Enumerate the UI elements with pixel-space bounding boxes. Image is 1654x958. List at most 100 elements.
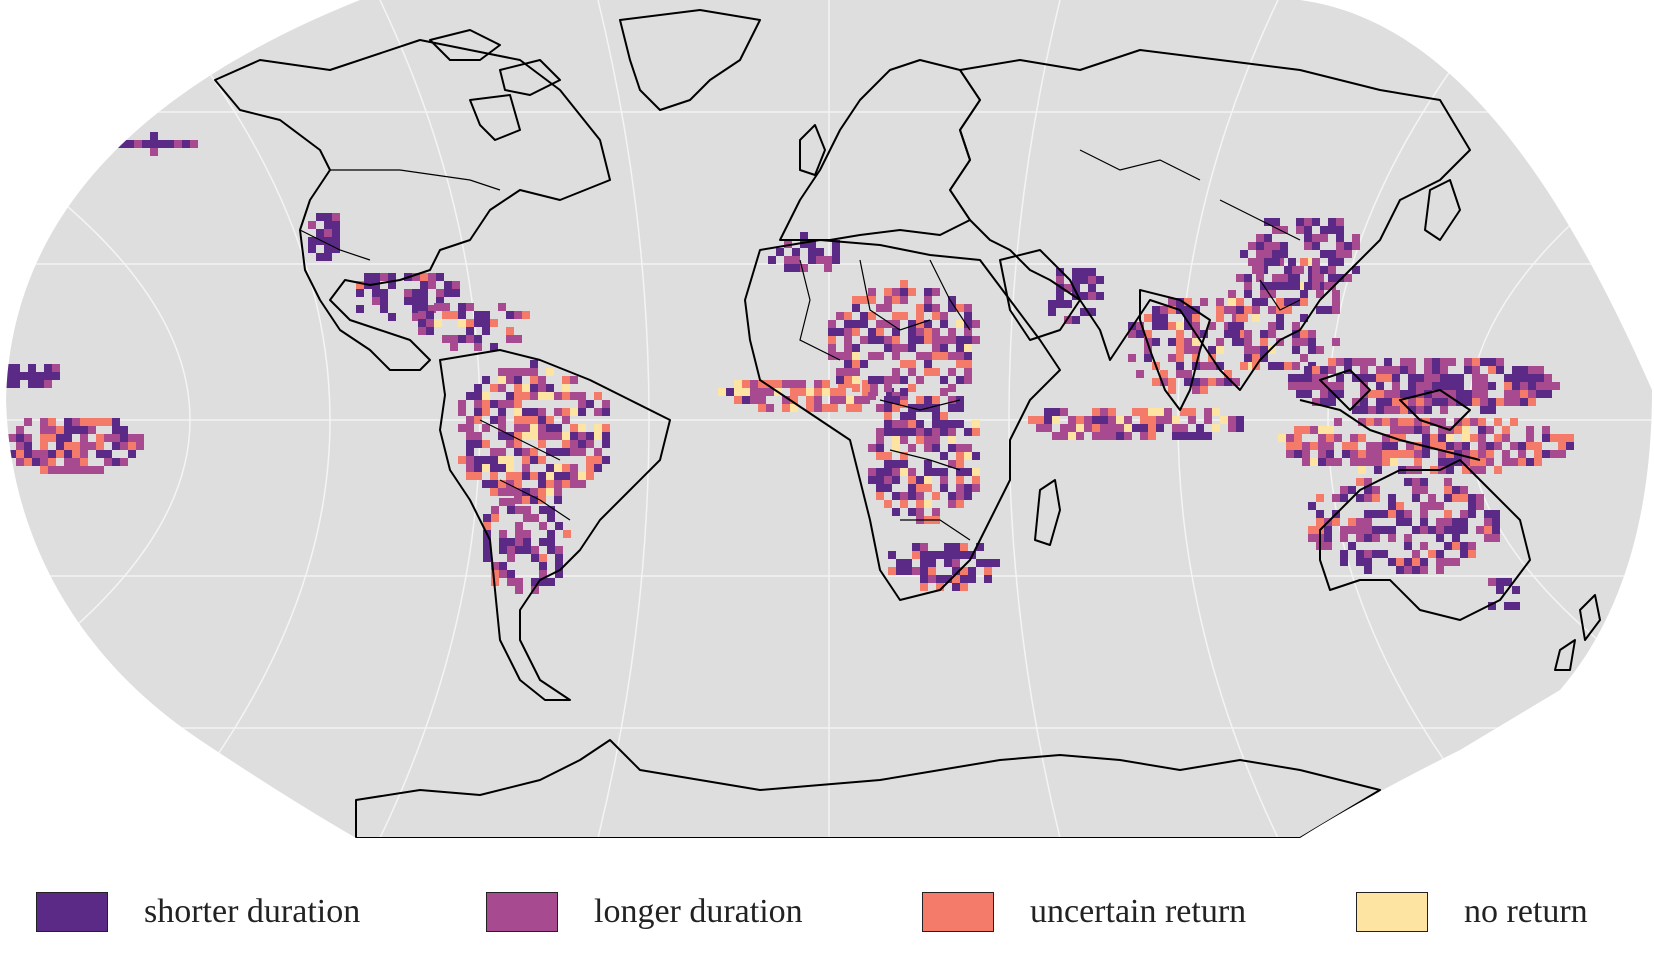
data-cell	[412, 289, 420, 297]
data-cell	[860, 296, 868, 304]
data-cell	[1332, 494, 1340, 502]
data-cell	[1244, 354, 1252, 362]
data-cell	[1304, 366, 1312, 374]
data-cell	[1432, 374, 1440, 382]
data-cell	[80, 434, 88, 442]
data-cell	[324, 245, 332, 253]
data-cell	[1478, 450, 1486, 458]
data-cell	[570, 472, 578, 480]
data-cell	[924, 288, 932, 296]
data-cell	[506, 311, 514, 319]
data-cell	[514, 368, 522, 376]
data-cell	[1488, 578, 1496, 586]
data-cell	[1476, 526, 1484, 534]
data-cell	[1384, 358, 1392, 366]
data-cell	[1444, 518, 1452, 526]
data-cell	[1392, 390, 1400, 398]
data-cell	[546, 392, 554, 400]
data-cell	[0, 364, 4, 372]
data-cell	[1336, 274, 1344, 282]
data-cell	[924, 296, 932, 304]
data-cell	[1184, 338, 1192, 346]
data-cell	[530, 456, 538, 464]
data-cell	[562, 384, 570, 392]
data-cell	[1428, 502, 1436, 510]
data-cell	[1276, 298, 1284, 306]
data-cell	[892, 396, 900, 404]
data-cell	[514, 335, 522, 343]
data-cell	[1468, 494, 1476, 502]
data-cell	[1340, 558, 1348, 566]
data-cell	[1328, 358, 1336, 366]
data-cell	[1268, 290, 1276, 298]
data-cell	[428, 305, 436, 313]
data-cell	[1028, 416, 1036, 424]
data-cell	[450, 343, 458, 351]
data-cell	[1200, 362, 1208, 370]
data-cell	[531, 586, 539, 594]
data-cell	[972, 452, 980, 460]
data-cell	[1398, 450, 1406, 458]
data-cell	[1200, 298, 1208, 306]
data-cell	[308, 221, 316, 229]
data-cell	[72, 466, 80, 474]
data-cell	[499, 570, 507, 578]
data-cell	[1248, 242, 1256, 250]
data-cell	[920, 543, 928, 551]
data-cell	[1404, 534, 1412, 542]
data-cell	[1232, 378, 1240, 386]
data-cell	[916, 396, 924, 404]
data-cell	[1460, 494, 1468, 502]
data-cell	[1324, 526, 1332, 534]
data-cell	[1192, 338, 1200, 346]
data-cell	[522, 456, 530, 464]
data-cell	[766, 380, 774, 388]
data-cell	[814, 404, 822, 412]
data-cell	[1420, 566, 1428, 574]
data-cell	[1148, 424, 1156, 432]
data-cell	[1420, 542, 1428, 550]
data-cell	[538, 376, 546, 384]
data-cell	[466, 327, 474, 335]
data-cell	[1128, 354, 1136, 362]
data-cell	[1212, 424, 1220, 432]
data-cell	[1302, 450, 1310, 458]
data-cell	[916, 484, 924, 492]
data-cell	[594, 408, 602, 416]
data-cell	[932, 304, 940, 312]
data-cell	[1460, 486, 1468, 494]
data-cell	[1390, 442, 1398, 450]
data-cell	[944, 559, 952, 567]
data-cell	[1444, 558, 1452, 566]
data-cell	[1056, 268, 1064, 276]
data-cell	[1284, 362, 1292, 370]
data-cell	[1340, 486, 1348, 494]
data-cell	[900, 344, 908, 352]
india-outline	[1139, 289, 1211, 411]
data-cell	[920, 559, 928, 567]
data-cell	[758, 380, 766, 388]
data-cell	[546, 432, 554, 440]
data-cell	[816, 256, 824, 264]
data-cell	[1320, 382, 1328, 390]
data-cell	[40, 426, 48, 434]
data-cell	[356, 289, 364, 297]
data-cell	[28, 364, 36, 372]
data-cell	[758, 404, 766, 412]
data-cell	[1494, 466, 1502, 474]
data-cell	[1068, 416, 1076, 424]
data-cell	[44, 372, 52, 380]
data-cell	[324, 221, 332, 229]
data-cell	[482, 440, 490, 448]
data-cell	[1292, 330, 1300, 338]
data-cell	[1424, 374, 1432, 382]
data-cell	[562, 480, 570, 488]
data-cell	[483, 538, 491, 546]
data-cell	[1566, 434, 1574, 442]
data-cell	[324, 253, 332, 261]
data-cell	[742, 396, 750, 404]
data-cell	[136, 434, 144, 442]
data-cell	[1320, 390, 1328, 398]
data-cell	[539, 578, 547, 586]
data-cell	[324, 229, 332, 237]
